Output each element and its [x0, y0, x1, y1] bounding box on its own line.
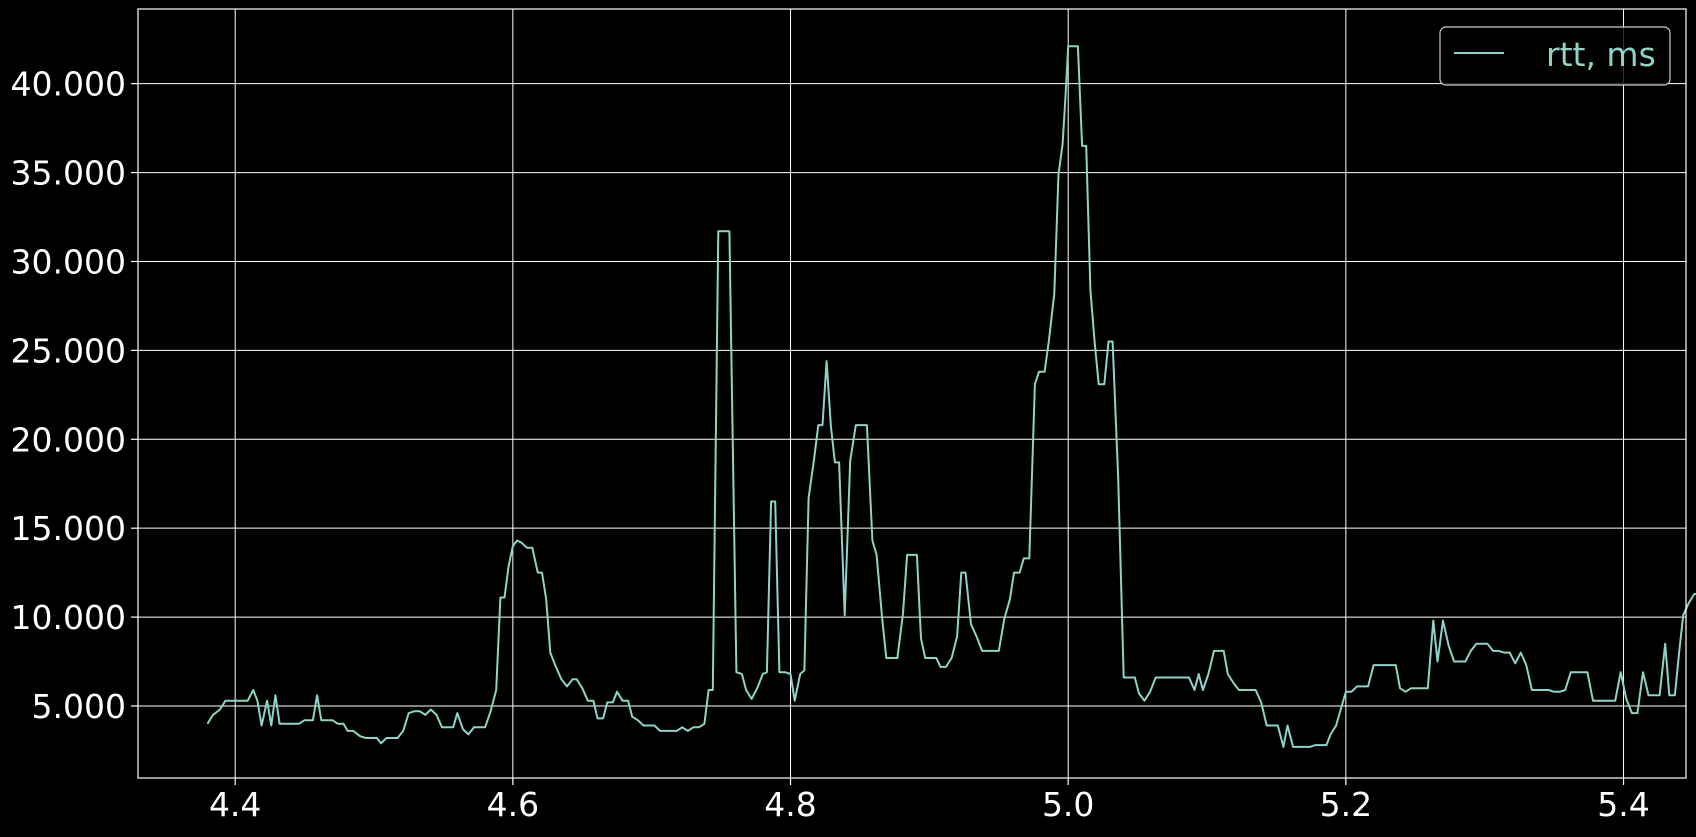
- y-tick-label: 40.000: [11, 65, 126, 104]
- x-tick-label: 5.4: [1597, 785, 1649, 824]
- legend-label: rtt, ms: [1546, 35, 1656, 74]
- axes: [131, 8, 1687, 785]
- x-tick-labels: 4.4 4.6 4.8 5.0 5.2 5.4: [209, 785, 1650, 824]
- y-tick-label: 15.000: [11, 509, 126, 548]
- grid-lines: [138, 9, 1686, 778]
- legend: rtt, ms: [1439, 26, 1671, 86]
- y-tick-label: 5.000: [32, 687, 126, 726]
- series-layer: [206, 45, 1696, 748]
- x-tick-label: 5.0: [1042, 785, 1094, 824]
- x-tick-label: 5.2: [1320, 785, 1372, 824]
- legend-box: [1439, 26, 1671, 86]
- y-tick-label: 25.000: [11, 331, 126, 370]
- y-tick-label: 30.000: [11, 242, 126, 281]
- x-tick-label: 4.6: [487, 785, 539, 824]
- plot-frame: [137, 8, 1687, 779]
- series-line-rtt: [206, 45, 1696, 748]
- y-tick-label: 20.000: [11, 420, 126, 459]
- x-tick-label: 4.8: [764, 785, 816, 824]
- y-tick-label: 35.000: [11, 154, 126, 193]
- y-tick-label: 10.000: [11, 598, 126, 637]
- y-tick-labels: 5.000 10.000 15.000 20.000 25.000 30.000 35.00…: [11, 65, 126, 726]
- x-tick-label: 4.4: [209, 785, 261, 824]
